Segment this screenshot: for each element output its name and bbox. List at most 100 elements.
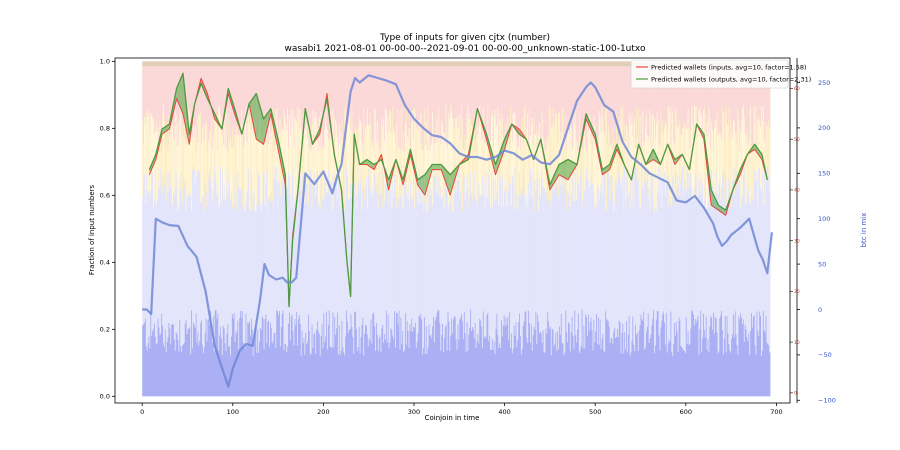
bar-red — [601, 66, 603, 106]
bar-blue-dark — [635, 334, 638, 397]
bar-red — [281, 66, 283, 128]
bar-blue-dark — [620, 353, 622, 397]
bar-yellow — [198, 114, 200, 170]
bar-tan — [457, 61, 459, 67]
bar-tan — [602, 61, 604, 67]
bar-yellow — [533, 117, 535, 212]
bar-red — [558, 66, 560, 113]
bar-red — [470, 66, 472, 119]
bar-red — [167, 66, 169, 152]
bar-red — [364, 66, 366, 137]
bar-tan — [522, 61, 524, 67]
bar-tan — [455, 61, 457, 67]
bar-blue-light — [761, 191, 763, 356]
bar-blue-light — [454, 170, 457, 318]
bar-tan — [418, 61, 420, 67]
bar-yellow — [755, 106, 757, 183]
bar-tan — [272, 61, 274, 67]
bar-blue-dark — [540, 333, 543, 397]
bar-yellow — [570, 128, 572, 193]
bar-blue-dark — [682, 348, 684, 397]
bar-yellow — [641, 151, 643, 169]
bar-blue-light — [715, 171, 717, 319]
bar-yellow — [446, 147, 448, 173]
bar-blue-dark — [451, 318, 453, 397]
bar-yellow — [730, 119, 732, 207]
bar-tan — [512, 61, 515, 67]
bar-yellow — [538, 134, 540, 211]
bar-yellow — [171, 121, 173, 190]
bar-tan — [588, 61, 591, 67]
bar-blue-light — [315, 195, 317, 354]
bar-red — [744, 66, 746, 135]
bar-tan — [491, 61, 494, 67]
bar-blue-dark — [196, 342, 198, 397]
bar-red — [763, 66, 765, 140]
bar-tan — [535, 61, 537, 67]
bar-red — [445, 66, 447, 106]
bar-blue-dark — [669, 341, 671, 397]
bar-tan — [329, 61, 331, 67]
bar-tan — [276, 61, 278, 67]
x-tick-label: 100 — [227, 408, 239, 416]
bar-blue-dark — [178, 351, 180, 397]
bar-red — [730, 66, 732, 120]
bar-yellow — [157, 126, 159, 190]
bar-red — [457, 66, 459, 129]
difference-segment — [754, 144, 762, 160]
bar-yellow — [464, 151, 466, 200]
bar-yellow — [693, 139, 695, 201]
bar-tan — [178, 61, 180, 67]
bar-yellow — [148, 113, 150, 192]
bar-blue-dark — [401, 344, 403, 397]
bar-red — [562, 66, 564, 109]
bar-blue-dark — [619, 322, 621, 397]
bar-yellow — [143, 117, 146, 174]
bar-blue-light — [753, 169, 756, 316]
bar-blue-dark — [609, 342, 611, 397]
bar-blue-dark — [464, 333, 466, 397]
bar-red — [374, 66, 376, 109]
bar-blue-light — [693, 187, 696, 326]
bar-red — [549, 66, 552, 109]
bar-blue-light — [745, 203, 747, 330]
bar-tan — [278, 61, 281, 67]
bar-blue-dark — [482, 311, 485, 397]
bar-blue-dark — [761, 350, 764, 397]
bar-tan — [581, 61, 583, 67]
bar-tan — [576, 61, 578, 67]
bar-blue-dark — [260, 330, 263, 397]
bar-blue-dark — [240, 317, 243, 397]
bar-tan — [451, 61, 453, 67]
bar-red — [520, 66, 522, 150]
bar-yellow — [588, 114, 591, 190]
bar-blue-dark — [156, 342, 158, 397]
bar-yellow — [408, 128, 410, 200]
bar-blue-dark — [602, 333, 604, 397]
bar-blue-light — [151, 171, 153, 336]
bar-yellow — [759, 120, 761, 169]
bar-blue-light — [344, 209, 346, 356]
bar-tan — [385, 61, 387, 67]
bar-tan — [438, 61, 440, 67]
bar-blue-dark — [529, 342, 532, 397]
bar-red — [163, 66, 166, 121]
bar-yellow — [698, 110, 700, 172]
bar-red — [467, 66, 469, 106]
bar-blue-dark — [186, 334, 188, 397]
bar-yellow — [665, 125, 668, 185]
bar-red — [767, 66, 769, 125]
bar-tan — [222, 61, 225, 67]
bar-blue-dark — [310, 353, 312, 397]
bar-blue-dark — [409, 324, 411, 397]
bar-red — [688, 66, 690, 129]
bar-blue-light — [579, 176, 582, 351]
bar-yellow — [502, 138, 505, 207]
bar-red — [365, 66, 368, 125]
bar-blue-light — [767, 166, 769, 345]
bar-blue-light — [356, 194, 358, 329]
bar-tan — [564, 61, 566, 67]
bar-yellow — [386, 130, 389, 178]
bar-red — [567, 66, 569, 127]
bar-tan — [392, 61, 394, 67]
